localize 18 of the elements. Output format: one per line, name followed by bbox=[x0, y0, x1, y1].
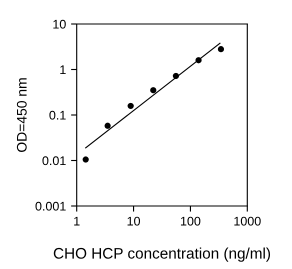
x-tick-label: 10 bbox=[128, 216, 140, 226]
y-tick-label: 0.1 bbox=[49, 110, 66, 120]
x-axis-title: CHO HCP concentration (ng/ml) bbox=[54, 248, 270, 262]
y-tick-label: 10 bbox=[53, 20, 66, 29]
y-tick-label: 1 bbox=[60, 65, 66, 74]
point bbox=[128, 102, 134, 110]
y-tick-label: 0.001 bbox=[35, 202, 66, 211]
y-axis-title: OD=450 nm bbox=[16, 78, 27, 152]
point bbox=[104, 122, 111, 129]
point bbox=[195, 57, 202, 64]
x-tick-label: 1 bbox=[74, 216, 80, 226]
point bbox=[82, 156, 89, 163]
y-tick-label: 0.01 bbox=[42, 156, 66, 166]
point bbox=[218, 46, 224, 52]
x-tick-label: 100 bbox=[180, 216, 200, 226]
point bbox=[150, 87, 156, 94]
x-tick-label: 1000 bbox=[234, 216, 261, 226]
point bbox=[172, 72, 180, 80]
